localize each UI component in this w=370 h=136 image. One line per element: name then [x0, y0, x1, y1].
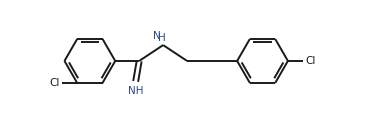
Text: NH: NH [128, 86, 144, 96]
Text: H: H [158, 33, 165, 43]
Text: Cl: Cl [49, 78, 60, 88]
Text: Cl: Cl [306, 56, 316, 66]
Text: N: N [153, 30, 161, 41]
